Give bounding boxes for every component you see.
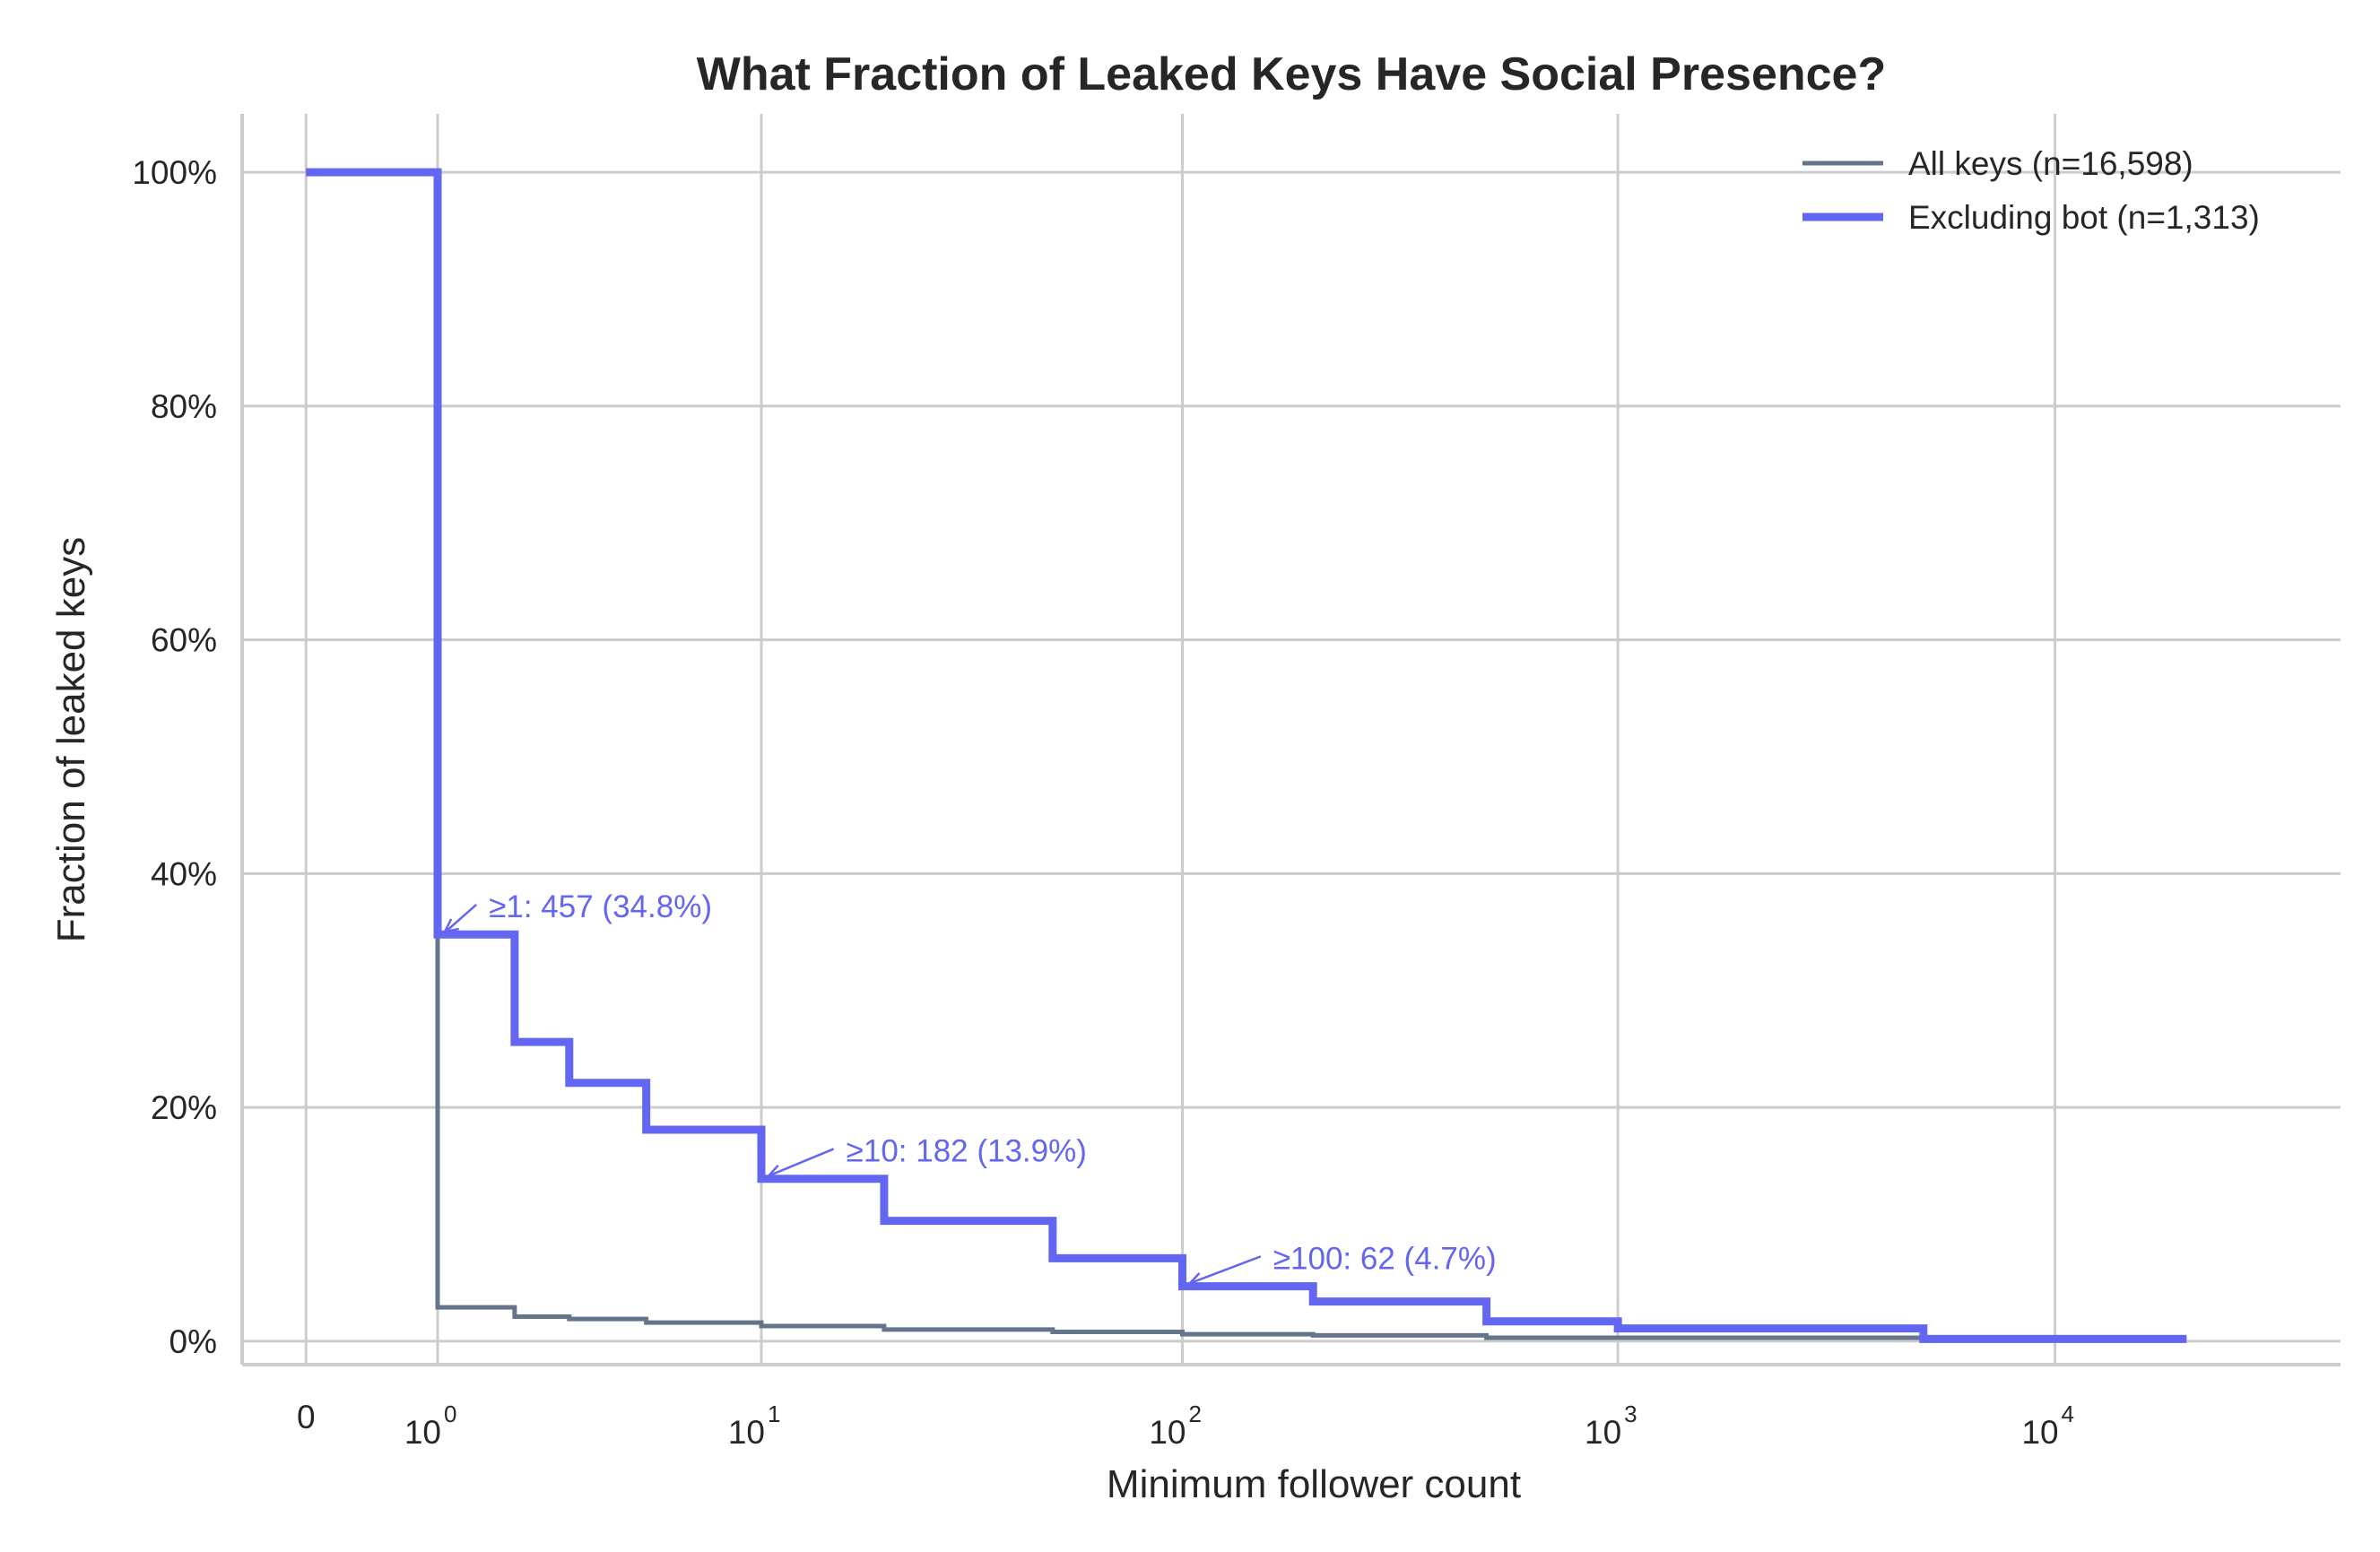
series-line-excluding-bot: [306, 168, 2187, 1343]
y-axis-label: Fraction of leaked keys: [49, 537, 93, 942]
annotation-arrow: [769, 1148, 835, 1176]
axes-spines: [240, 114, 2341, 1366]
x-tick-base: 10: [404, 1414, 441, 1451]
y-tick-label: 80%: [151, 388, 217, 425]
tick-layer: 0%20%40%60%80%100%0 10 0 10 1 10 2 10 3 10 4: [132, 154, 2074, 1451]
series-layer: [306, 168, 2187, 1343]
x-tick-base: 10: [728, 1414, 765, 1451]
annotation-arrow: [1191, 1255, 1262, 1284]
y-tick-label: 20%: [151, 1089, 217, 1126]
x-tick-base: 10: [2021, 1414, 2058, 1451]
x-tick-label: 10 0: [404, 1400, 457, 1451]
legend: All keys (n=16,598) Excluding bot (n=1,3…: [1802, 145, 2260, 236]
x-tick-exponent: 1: [768, 1400, 780, 1427]
annotation-arrow: [446, 903, 478, 932]
annotation-arrowhead: [1186, 1272, 1204, 1287]
legend-label-excluding-bot: Excluding bot (n=1,313): [1908, 199, 2260, 236]
x-tick-label: 10 4: [2021, 1400, 2074, 1451]
legend-label-all-keys: All keys (n=16,598): [1908, 145, 2193, 182]
y-tick-label: 40%: [151, 855, 217, 892]
series-line-all-keys: [306, 169, 2187, 1341]
grid-layer: [242, 114, 2341, 1365]
annotation-label: ≥10: 182 (13.9%): [847, 1133, 1087, 1168]
x-tick-base: 0: [297, 1399, 316, 1435]
x-tick-exponent: 3: [1624, 1400, 1637, 1427]
x-tick-label: 10 1: [728, 1400, 781, 1451]
annotation-label: ≥100: 62 (4.7%): [1273, 1241, 1497, 1276]
x-axis-label: Minimum follower count: [1107, 1462, 1521, 1506]
y-tick-label: 60%: [151, 622, 217, 659]
x-tick-exponent: 2: [1188, 1400, 1201, 1427]
x-tick-label: 10 2: [1149, 1400, 1202, 1451]
annotation-label: ≥1: 457 (34.8%): [489, 889, 712, 924]
annotation-arrowhead: [442, 918, 459, 933]
x-tick-label: 10 3: [1585, 1400, 1637, 1451]
y-tick-label: 0%: [169, 1323, 217, 1360]
x-tick-exponent: 0: [444, 1400, 456, 1427]
x-tick-exponent: 4: [2062, 1400, 2074, 1427]
x-tick-base: 10: [1149, 1414, 1186, 1451]
y-tick-label: 100%: [132, 154, 217, 191]
chart-title: What Fraction of Leaked Keys Have Social…: [697, 48, 1886, 100]
x-tick-base: 10: [1585, 1414, 1621, 1451]
annotation-arrowhead: [766, 1164, 784, 1178]
annotation-layer: ≥1: 457 (34.8%) ≥10: 182 (13.9%) ≥100: 62 …: [442, 889, 1497, 1287]
x-tick-label: 0: [297, 1399, 316, 1435]
